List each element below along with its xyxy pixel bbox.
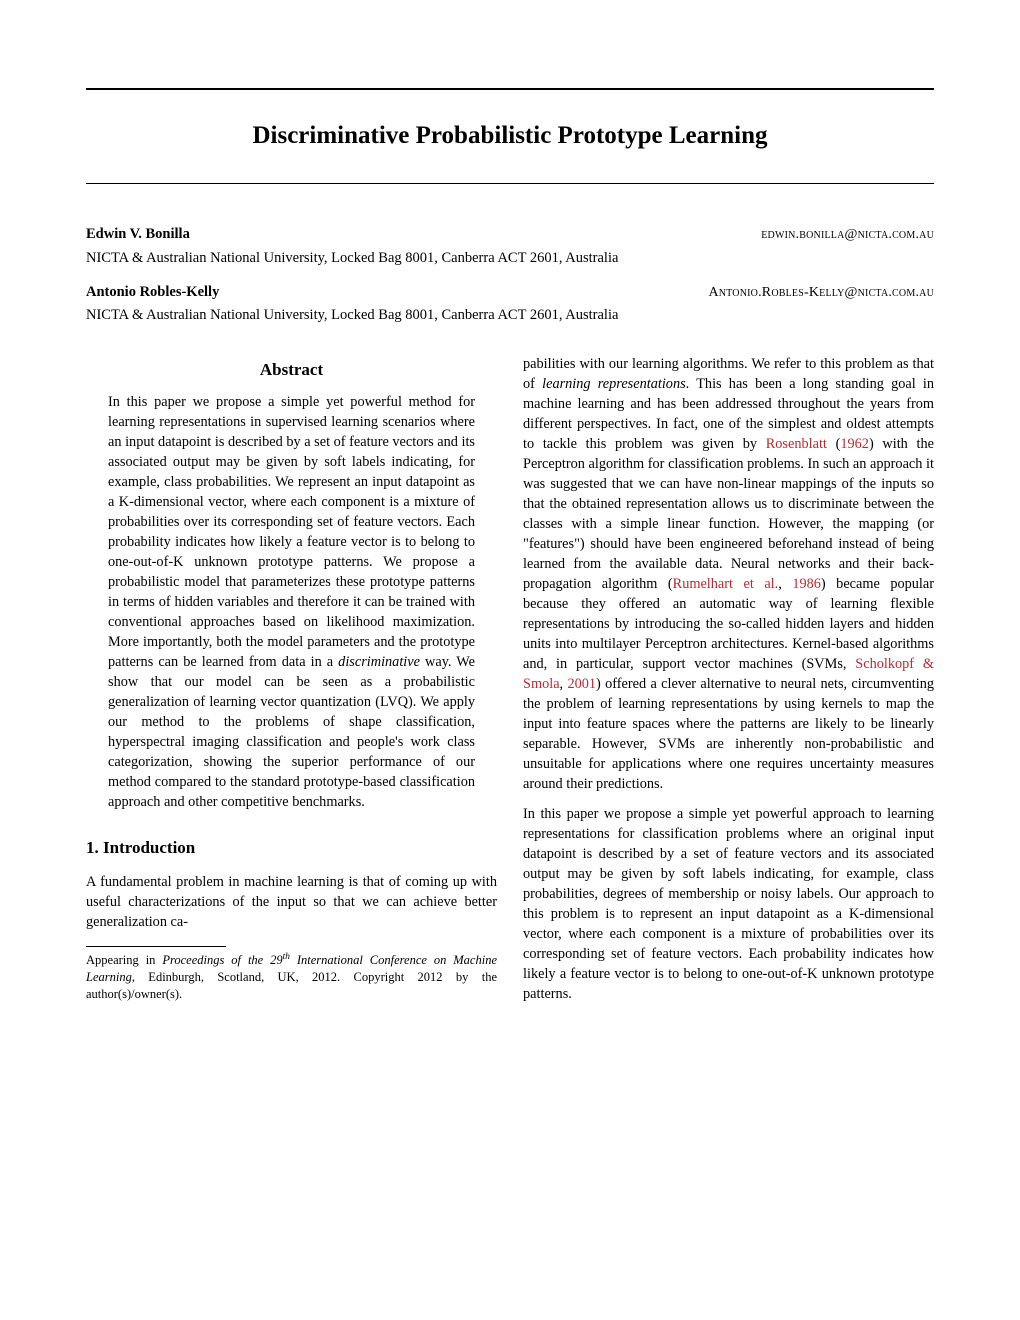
footnote-rule: [86, 946, 226, 947]
abstract-heading: Abstract: [86, 358, 497, 382]
footnote-suffix: , Edinburgh, Scotland, UK, 2012. Copyrig…: [86, 970, 497, 1001]
author-affiliation: NICTA & Australian National University, …: [86, 248, 934, 268]
intro-paragraph: A fundamental problem in machine learnin…: [86, 872, 497, 932]
author-name: Edwin V. Bonilla: [86, 224, 190, 244]
title-block: Discriminative Probabilistic Prototype L…: [86, 88, 934, 184]
footnote-prefix: Appearing in: [86, 953, 162, 967]
authors-block: Edwin V. Bonilla edwin.bonilla@nicta.com…: [86, 224, 934, 326]
footnote-text: Appearing in Proceedings of the 29th Int…: [86, 951, 497, 1003]
footnote-block: Appearing in Proceedings of the 29th Int…: [86, 946, 497, 1003]
paper-title: Discriminative Probabilistic Prototype L…: [86, 118, 934, 153]
section-heading: 1. Introduction: [86, 836, 497, 860]
citation-year[interactable]: 2001: [567, 676, 596, 692]
citation-year[interactable]: 1986: [792, 576, 821, 592]
author-email: Antonio.Robles-Kelly@nicta.com.au: [708, 283, 934, 303]
abstract-text: In this paper we propose a simple yet po…: [108, 394, 475, 810]
body-paragraph: pabilities with our learning algorithms.…: [523, 354, 934, 794]
citation-rumelhart[interactable]: Rumelhart et al.: [673, 576, 779, 592]
term-learning-representations: learning representations: [542, 376, 686, 392]
citation-year[interactable]: 1962: [840, 436, 869, 452]
author-row: Edwin V. Bonilla edwin.bonilla@nicta.com…: [86, 224, 934, 245]
author-name: Antonio Robles-Kelly: [86, 282, 219, 302]
author-affiliation: NICTA & Australian National University, …: [86, 305, 934, 325]
content-columns: Abstract In this paper we propose a simp…: [86, 354, 934, 1009]
abstract-body: In this paper we propose a simple yet po…: [108, 392, 475, 812]
author-email: edwin.bonilla@nicta.com.au: [761, 225, 934, 245]
citation-rosenblatt[interactable]: Rosenblatt: [766, 436, 827, 452]
author-row: Antonio Robles-Kelly Antonio.Robles-Kell…: [86, 282, 934, 303]
body-paragraph: In this paper we propose a simple yet po…: [523, 804, 934, 1004]
